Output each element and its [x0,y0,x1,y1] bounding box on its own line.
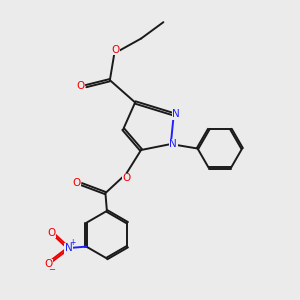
Text: −: − [48,266,55,274]
Text: N: N [64,243,72,253]
Text: O: O [44,259,53,269]
Text: +: + [69,238,75,247]
Text: O: O [72,178,80,188]
Text: O: O [112,45,120,55]
Text: N: N [169,139,177,149]
Text: N: N [172,109,180,119]
Text: O: O [47,228,56,238]
Text: O: O [76,81,85,91]
Text: O: O [122,173,130,183]
